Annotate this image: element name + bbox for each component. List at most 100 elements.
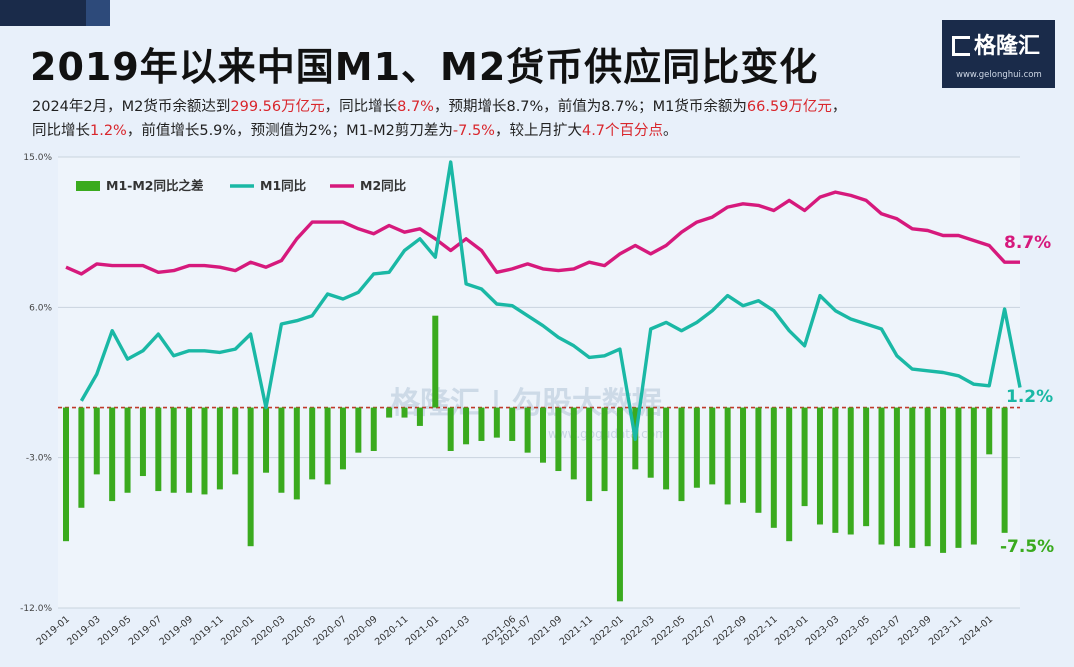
diff-bar (109, 407, 116, 502)
x-tick-label: 2021-01 (404, 614, 441, 648)
m1-line (79, 160, 1022, 441)
x-tick-label: 2024-01 (958, 614, 995, 648)
x-tick-label: 2020-11 (373, 614, 410, 648)
x-tick-label: 2023-09 (896, 614, 933, 648)
x-tick-label: 2019-05 (96, 614, 133, 648)
diff-bar (447, 407, 454, 451)
x-tick-label: 2023-05 (835, 614, 872, 648)
desc-segment: -7.5% (452, 123, 495, 139)
legend-swatch (76, 181, 100, 191)
desc-segment: ，较上月扩大 (494, 123, 582, 139)
y-tick-label: -12.0% (20, 604, 52, 614)
x-tick-label: 2020-09 (342, 614, 379, 648)
diff-bar (786, 407, 793, 542)
diff-bar (555, 407, 562, 472)
diff-bar (170, 407, 177, 493)
x-tick-label: 2022-01 (588, 614, 625, 648)
desc-segment: 。 (663, 123, 678, 139)
diff-bar (355, 407, 362, 453)
diff-bar (493, 407, 500, 438)
x-tick-label: 2023-01 (773, 614, 810, 648)
description-line-2: 同比增长1.2%，前值增长5.9%，预测值为2%；M1-M2剪刀差为-7.5%，… (32, 119, 678, 140)
x-tick-label: 2022-05 (650, 614, 687, 648)
x-tick-label: 2021-03 (435, 614, 472, 648)
diff-bar (863, 407, 870, 527)
desc-segment: ，前值增长5.9%，预测值为2%；M1-M2剪刀差为 (126, 123, 453, 139)
diff-bar (693, 407, 700, 488)
diff-bar (832, 407, 839, 533)
diff-bar (740, 407, 747, 503)
diff-bar (309, 407, 316, 480)
x-tick-label: 2023-07 (865, 614, 902, 648)
desc-segment: ，预期增长8.7%，前值为8.7%；M1货币余额为 (433, 99, 747, 115)
x-tick-label: 2021-11 (558, 614, 595, 648)
diff-bar (93, 407, 100, 475)
diff-bar (155, 407, 162, 492)
diff-bar (1001, 407, 1008, 533)
diff-bar (247, 407, 254, 547)
desc-segment: 2024年2月，M2货币余额达到 (32, 99, 231, 115)
diff-bar (463, 407, 470, 445)
y-tick-label: 6.0% (29, 303, 52, 313)
diff-bar (909, 407, 916, 548)
diff-bar (986, 407, 993, 455)
legend-label: M2同比 (360, 178, 407, 193)
logo-name: 格隆汇 (974, 34, 1041, 59)
diff-bar (940, 407, 947, 553)
x-tick-label: 2019-09 (158, 614, 195, 648)
x-tick-label: 2022-07 (681, 614, 718, 648)
diff-bar (847, 407, 854, 535)
diff-bar (186, 407, 193, 493)
diff-bar (139, 407, 146, 477)
desc-segment: ，同比增长 (324, 99, 398, 115)
page-title: 2019年以来中国M1、M2货币供应同比变化 (30, 45, 819, 89)
diff-bar (663, 407, 670, 490)
diff-bar (801, 407, 808, 507)
diff-bar (278, 407, 285, 493)
x-tick-label: 2021-09 (527, 614, 564, 648)
x-tick-label: 2022-09 (711, 614, 748, 648)
diff-bar (232, 407, 239, 475)
desc-segment: 同比增长 (32, 123, 90, 139)
diff-bar (540, 407, 546, 463)
diff-bar (201, 407, 208, 495)
desc-segment: 299.56万亿元 (230, 99, 325, 115)
plot-area (58, 157, 1020, 608)
desc-segment: 4.7个百分点 (581, 123, 664, 139)
diff-bar (339, 407, 346, 470)
diff-bar (478, 407, 485, 441)
m2-line (65, 190, 1020, 276)
x-tick-label: 2020-07 (311, 614, 348, 648)
top-accent-bar-2 (86, 0, 110, 26)
diff-bar (370, 407, 377, 451)
diff-bar (216, 407, 223, 490)
diff-bar (970, 407, 977, 545)
diff-end-label: -7.5% (1000, 537, 1054, 557)
desc-segment: ， (831, 99, 847, 115)
diff-bar (601, 407, 608, 492)
x-tick-label: 2019-07 (127, 614, 164, 648)
diff-bar (570, 407, 577, 480)
diff-bar (401, 407, 408, 418)
diff-bar (263, 407, 270, 473)
diff-bar (878, 407, 885, 545)
diff-bar (63, 407, 69, 542)
logo-mark-icon (952, 36, 970, 56)
x-tick-label: 2020-03 (250, 614, 287, 648)
description-line-1: 2024年2月，M2货币余额达到299.56万亿元，同比增长8.7%，预期增长8… (32, 95, 846, 116)
diff-bar (955, 407, 962, 548)
diff-bar (709, 407, 716, 485)
m2-end-label: 8.7% (1004, 233, 1051, 253)
y-tick-label: 15.0% (23, 153, 52, 163)
x-tick-label: 2020-05 (281, 614, 318, 648)
x-tick-label: 2020-01 (219, 614, 256, 648)
diff-bar (924, 407, 931, 547)
legend-label: M1-M2同比之差 (106, 178, 203, 193)
x-tick-label: 2022-11 (742, 614, 779, 648)
desc-segment: 1.2% (90, 123, 127, 139)
diff-bar (816, 407, 823, 525)
m1-end-label: 1.2% (1006, 387, 1053, 407)
diff-bar (78, 407, 85, 508)
desc-segment: 66.59万亿元 (746, 99, 832, 115)
